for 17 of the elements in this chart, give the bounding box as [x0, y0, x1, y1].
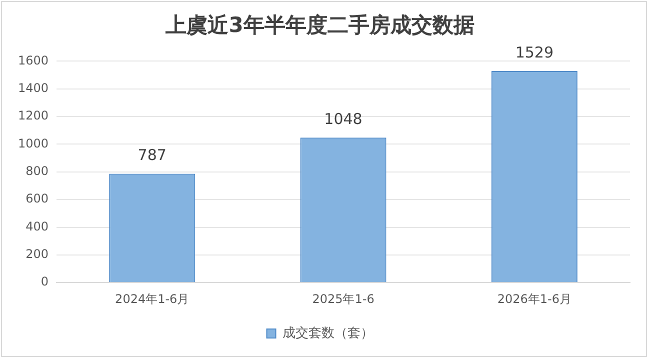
legend-label: 成交套数（套） — [282, 324, 374, 341]
y-tick-label: 1200 — [18, 108, 49, 123]
x-tick-label: 2026年1-6月 — [497, 292, 572, 306]
x-tick-label: 2024年1-6月 — [115, 292, 190, 306]
data-label: 787 — [138, 146, 166, 164]
y-tick-label: 800 — [26, 164, 49, 178]
y-tick-label: 1600 — [18, 53, 49, 68]
data-label: 1048 — [324, 110, 362, 128]
y-tick-label: 1400 — [18, 81, 49, 95]
chart-title: 上虞近3年半年度二手房成交数据 — [164, 13, 474, 38]
data-label: 1529 — [515, 43, 554, 62]
y-tick-label: 1000 — [18, 136, 49, 150]
y-tick-label: 200 — [26, 247, 49, 262]
y-tick-label: 600 — [26, 192, 49, 206]
x-tick-label: 2025年1-6 — [312, 292, 374, 306]
y-tick-label: 0 — [40, 274, 49, 289]
y-tick-label: 400 — [26, 219, 49, 234]
